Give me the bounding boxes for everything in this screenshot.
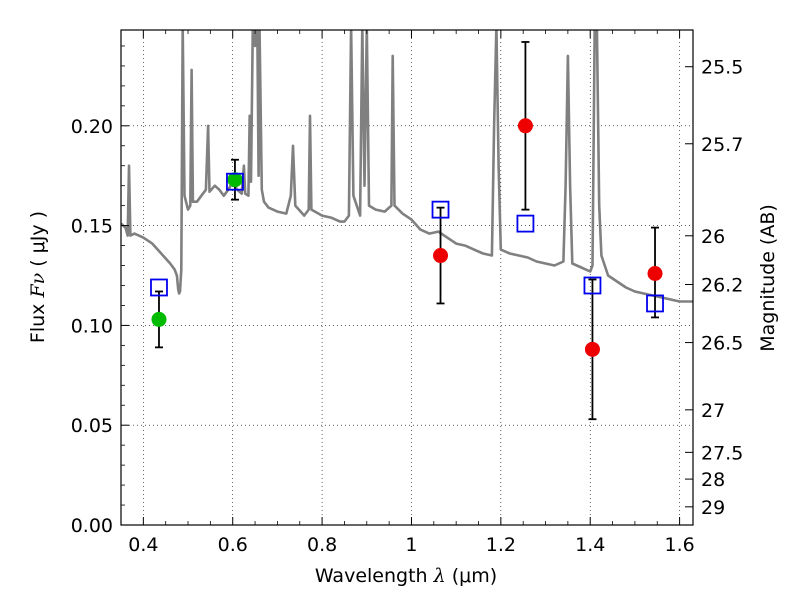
axis-ticks: 0.4 0.6 0.8 1 1.2 1.4 1.6 0.00 0.05 0.10 0.15 0.20 2… [71,30,743,556]
y2-tick-label: 26 [701,226,725,248]
y-tick-label: 0.05 [71,415,113,437]
y-tick-label: 0.10 [71,315,113,337]
y2-tick-label: 29 [701,497,725,519]
red-data-point [647,266,663,282]
red-data-point [433,248,449,264]
model-square-marker [431,200,450,219]
x-tick-label: 0.6 [218,534,248,556]
plot-frame [120,29,694,526]
red-data-point [584,341,600,357]
x-tick-label: 1.4 [575,534,605,556]
red-data-point [517,118,533,134]
x-axis-label: Wavelength λ (μm) [315,565,497,587]
model-square-marker [150,278,168,297]
green-data-point [227,172,243,188]
y-tick-label: 0.20 [71,116,113,138]
x-tick-label: 1.2 [486,534,516,556]
x-tick-label: 0.8 [307,534,337,556]
y-tick-label: 0.00 [71,515,113,537]
y2-tick-label: 25.5 [701,57,743,79]
model-spectrum-line [121,30,693,303]
y2-axis-label: Magnitude (AB) [757,204,779,352]
model-square-marker [646,294,664,313]
model-square-marker [516,214,535,233]
x-tick-label: 0.4 [128,534,158,556]
y2-tick-label: 27 [701,400,725,422]
green-data-point [151,311,167,327]
model-square-marker [583,276,602,295]
y2-tick-label: 26.2 [701,274,743,296]
plot-area [121,30,693,421]
x-tick-label: 1 [405,534,417,556]
y-axis-label: Flux Fν ( μJy ) [27,211,49,343]
y2-tick-label: 27.5 [701,442,743,464]
y2-tick-label: 28 [701,469,725,491]
y2-tick-label: 25.7 [701,134,743,156]
model-square-marker [226,172,244,191]
y-tick-label: 0.15 [71,216,113,238]
x-tick-label: 1.6 [664,534,694,556]
y2-tick-label: 26.5 [701,333,743,355]
